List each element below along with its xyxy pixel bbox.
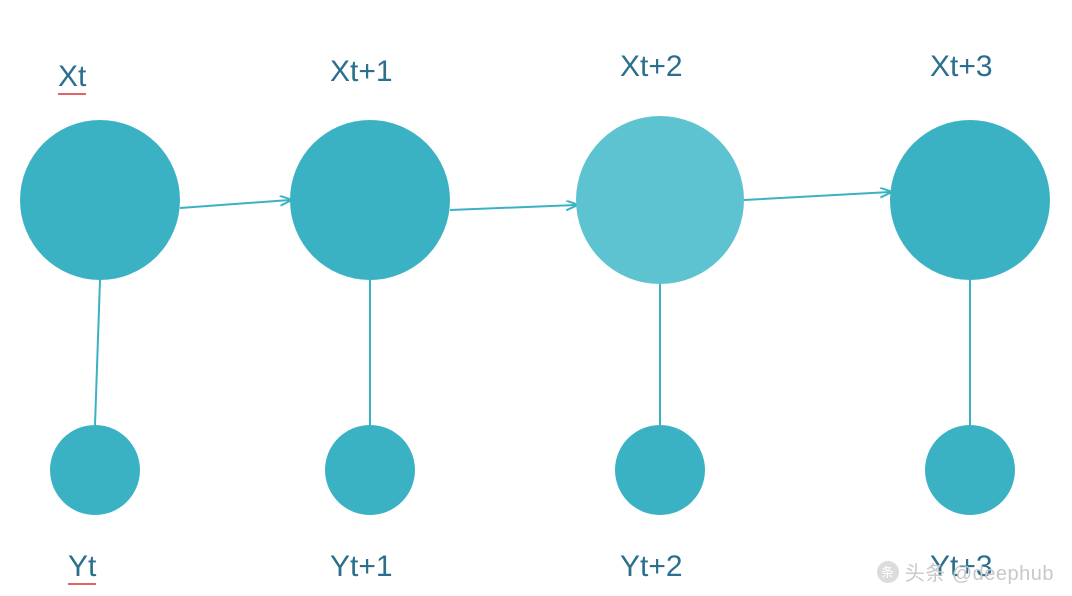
state-node-y1: [325, 425, 415, 515]
node-label-x2: Xt+2: [620, 50, 683, 84]
state-node-x1: [290, 120, 450, 280]
edges-layer: [95, 192, 970, 425]
node-label-x1: Xt+1: [330, 55, 393, 89]
node-label-x3: Xt+3: [930, 50, 993, 84]
node-label-y1: Yt+1: [330, 550, 393, 584]
node-label-x0: Xt: [58, 60, 86, 94]
state-node-y3: [925, 425, 1015, 515]
emission-edge: [95, 280, 100, 425]
state-node-x2: [576, 116, 744, 284]
state-node-y0: [50, 425, 140, 515]
hmm-diagram: [0, 0, 1072, 596]
node-label-y2: Yt+2: [620, 550, 683, 584]
nodes-layer: [20, 116, 1050, 515]
state-node-x0: [20, 120, 180, 280]
watermark: 条 头条 @deephub: [877, 557, 1054, 586]
transition-edge: [180, 200, 290, 208]
node-label-y0: Yt: [68, 550, 96, 584]
transition-edge: [450, 205, 576, 210]
watermark-text: 头条 @deephub: [905, 557, 1054, 586]
transition-edge: [744, 192, 890, 200]
state-node-y2: [615, 425, 705, 515]
state-node-x3: [890, 120, 1050, 280]
watermark-icon: 条: [877, 561, 899, 583]
